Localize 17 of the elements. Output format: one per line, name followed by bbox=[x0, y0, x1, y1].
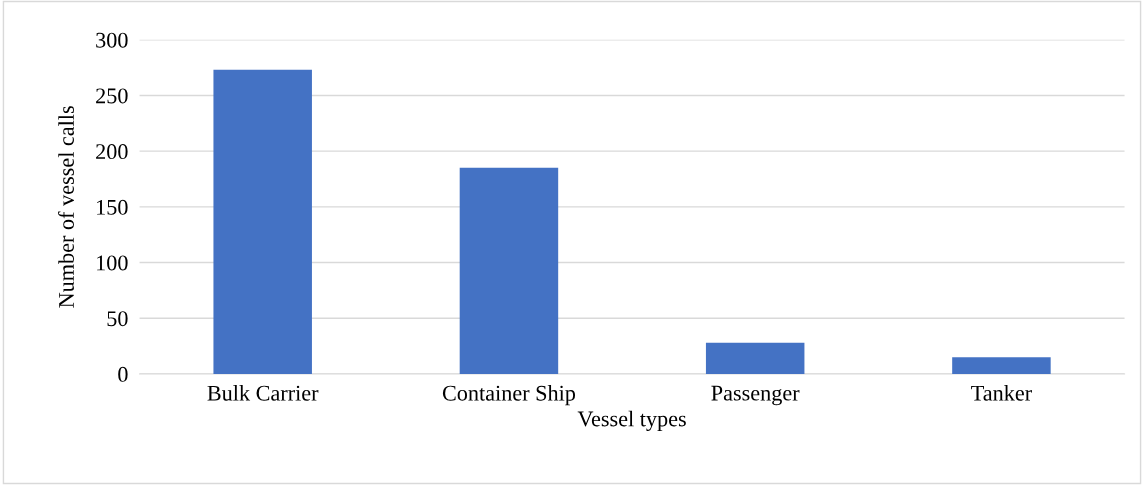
y-tick-label: 200 bbox=[96, 144, 128, 160]
bar bbox=[459, 167, 559, 374]
y-tick-label: 150 bbox=[97, 199, 128, 215]
bar bbox=[952, 357, 1051, 374]
bar bbox=[213, 69, 312, 374]
y-tick-label: 250 bbox=[96, 88, 128, 104]
x-tick-label: Passenger bbox=[711, 385, 800, 406]
y-tick-label: 100 bbox=[97, 255, 128, 271]
y-tick-label: 0 bbox=[118, 366, 128, 382]
y-axis-title: Number of vessel calls bbox=[58, 106, 74, 308]
bar bbox=[705, 342, 805, 374]
x-tick-label: Container Ship bbox=[442, 385, 576, 406]
x-tick-label: Tanker bbox=[971, 385, 1032, 401]
y-tick-label: 50 bbox=[107, 311, 128, 327]
y-tick-label: 300 bbox=[96, 32, 128, 48]
x-axis-title: Vessel types bbox=[577, 410, 686, 431]
x-tick-label: Bulk Carrier bbox=[207, 385, 319, 401]
